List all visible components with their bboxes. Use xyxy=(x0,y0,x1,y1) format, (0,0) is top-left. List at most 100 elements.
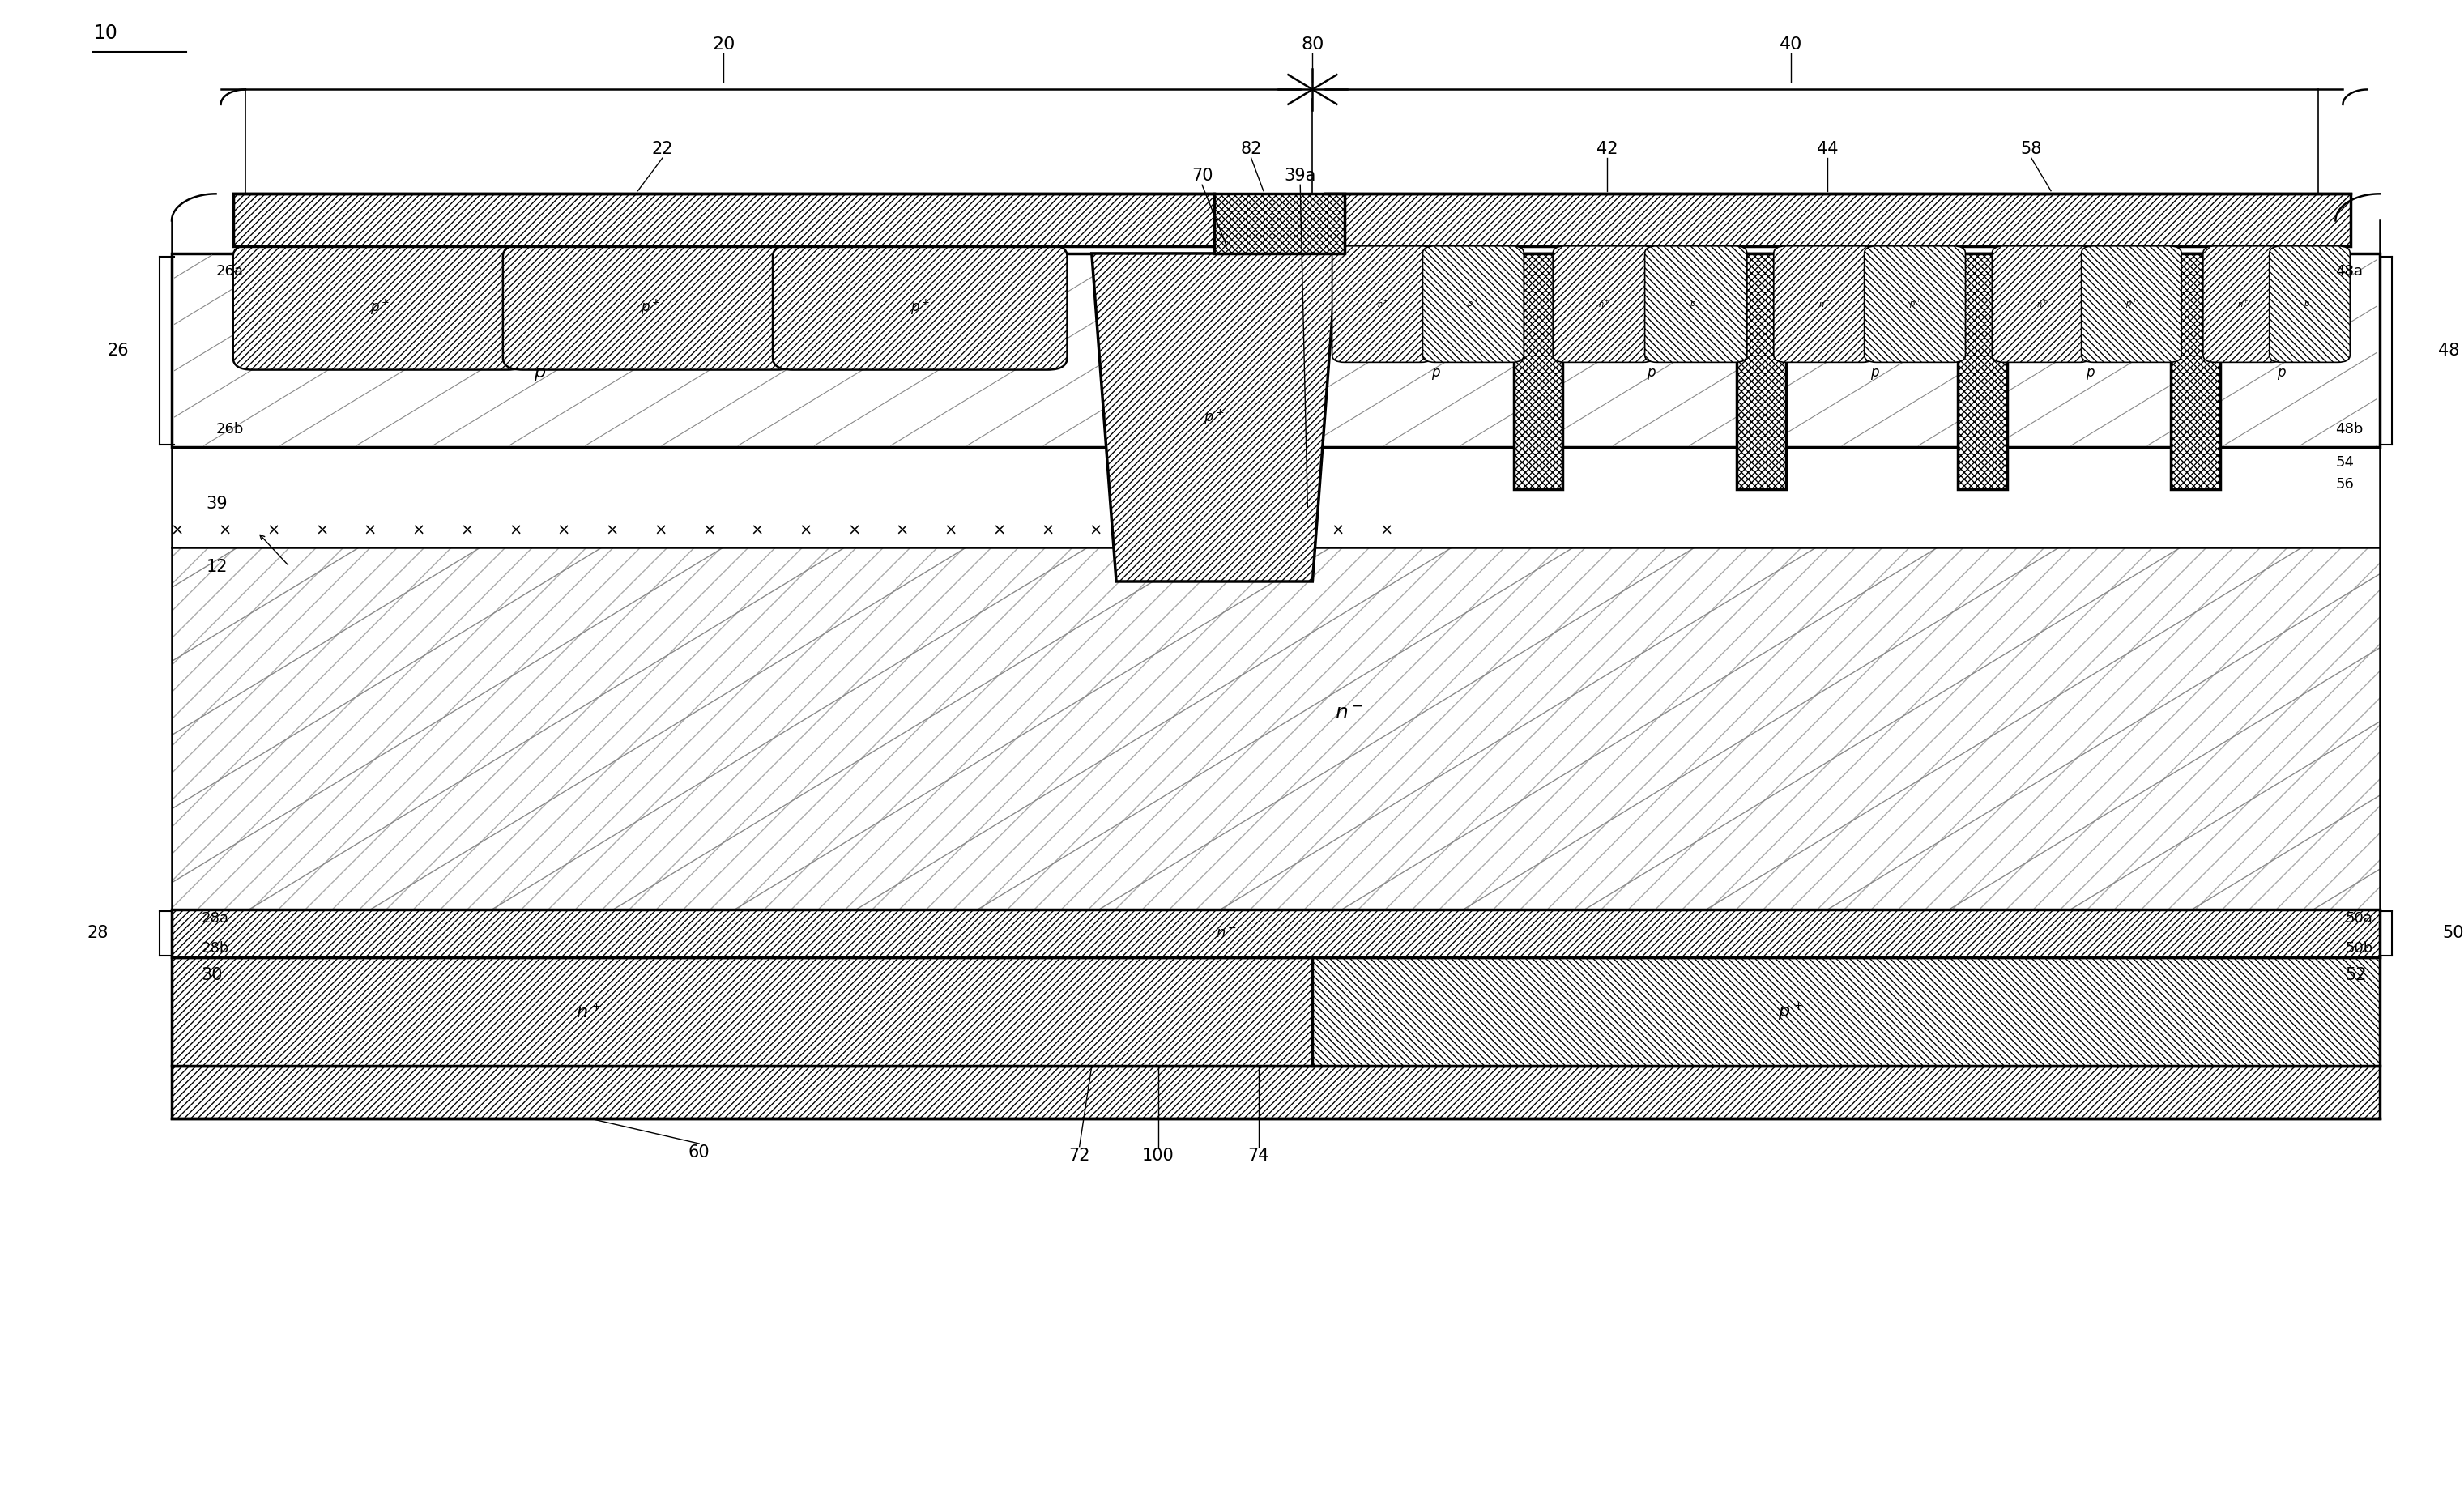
Text: 28b: 28b xyxy=(202,941,229,956)
Bar xyxy=(172,547,2380,910)
Text: $n^+$: $n^+$ xyxy=(2237,298,2250,310)
Text: ×: × xyxy=(752,523,764,538)
Text: 74: 74 xyxy=(1247,1148,1269,1163)
Text: 80: 80 xyxy=(1301,37,1323,52)
Text: ×: × xyxy=(1040,523,1055,538)
Bar xyxy=(1513,253,1562,489)
Text: ×: × xyxy=(897,523,909,538)
Text: ×: × xyxy=(266,523,281,538)
Text: ×: × xyxy=(1138,523,1151,538)
Text: 60: 60 xyxy=(687,1145,710,1160)
Text: ×: × xyxy=(1380,523,1392,538)
Text: 50: 50 xyxy=(2442,926,2464,941)
Text: $p^+$: $p^+$ xyxy=(909,298,929,316)
Text: 70: 70 xyxy=(1193,168,1212,183)
Text: $n^-$: $n^-$ xyxy=(1335,704,1363,723)
Text: 12: 12 xyxy=(207,559,227,574)
Text: ×: × xyxy=(1089,523,1101,538)
Bar xyxy=(172,547,2380,910)
Text: ×: × xyxy=(170,523,182,538)
Text: $n^+$: $n^+$ xyxy=(1599,298,1609,310)
Text: ×: × xyxy=(461,523,473,538)
Bar xyxy=(1959,253,2006,489)
Bar xyxy=(1562,194,1745,253)
Bar xyxy=(1326,194,1520,253)
Text: ×: × xyxy=(557,523,569,538)
Text: $p^+$: $p^+$ xyxy=(1690,298,1703,310)
FancyBboxPatch shape xyxy=(2082,246,2181,362)
FancyBboxPatch shape xyxy=(1865,246,1966,362)
Text: 56: 56 xyxy=(2336,477,2353,492)
Text: 54: 54 xyxy=(2336,455,2353,470)
Text: $p^+$: $p^+$ xyxy=(1466,298,1478,310)
Text: $p^+$: $p^+$ xyxy=(1910,298,1922,310)
Bar xyxy=(1215,194,1345,253)
Text: $n^+$: $n^+$ xyxy=(1377,298,1390,310)
Text: 72: 72 xyxy=(1069,1148,1089,1163)
Bar xyxy=(2001,194,2173,253)
Text: 44: 44 xyxy=(1816,142,1838,157)
Text: ×: × xyxy=(1284,523,1296,538)
Text: 28: 28 xyxy=(86,926,108,941)
FancyBboxPatch shape xyxy=(1333,246,1434,362)
Bar xyxy=(172,253,1313,447)
Text: $n^+$: $n^+$ xyxy=(577,1002,601,1021)
Text: 58: 58 xyxy=(2020,142,2043,157)
Text: 22: 22 xyxy=(650,142,673,157)
Text: ×: × xyxy=(653,523,668,538)
Text: 48b: 48b xyxy=(2336,422,2363,437)
Text: ×: × xyxy=(1331,523,1345,538)
Text: 82: 82 xyxy=(1239,142,1262,157)
FancyBboxPatch shape xyxy=(1646,246,1747,362)
Bar xyxy=(172,957,1313,1066)
Text: 26: 26 xyxy=(106,343,128,358)
Text: p: p xyxy=(1432,365,1439,380)
Text: 50a: 50a xyxy=(2346,911,2373,926)
Text: 10: 10 xyxy=(94,22,118,43)
Text: ×: × xyxy=(219,523,232,538)
Text: 39a: 39a xyxy=(1284,168,1316,183)
FancyBboxPatch shape xyxy=(1991,246,2092,362)
Bar xyxy=(172,513,2380,549)
Text: ×: × xyxy=(365,523,377,538)
Bar xyxy=(1737,253,1786,489)
Text: $n^-$: $n^-$ xyxy=(1217,926,1237,941)
Text: ×: × xyxy=(993,523,1005,538)
Text: $p^+$: $p^+$ xyxy=(370,298,389,316)
FancyBboxPatch shape xyxy=(1422,246,1523,362)
Bar xyxy=(1326,194,2351,246)
Text: $p^+$: $p^+$ xyxy=(2304,298,2316,310)
Text: 100: 100 xyxy=(1141,1148,1173,1163)
FancyBboxPatch shape xyxy=(503,245,798,370)
Text: 48: 48 xyxy=(2437,343,2459,358)
Text: ×: × xyxy=(1185,523,1200,538)
FancyBboxPatch shape xyxy=(234,245,527,370)
FancyBboxPatch shape xyxy=(2269,246,2351,362)
Text: 52: 52 xyxy=(2346,968,2368,983)
Text: 39: 39 xyxy=(207,497,227,511)
Text: 20: 20 xyxy=(712,37,734,52)
Text: p: p xyxy=(535,365,545,380)
Text: $p^+$: $p^+$ xyxy=(1779,1000,1804,1023)
Bar xyxy=(1313,253,2380,447)
Text: ×: × xyxy=(508,523,522,538)
FancyBboxPatch shape xyxy=(2203,246,2284,362)
Text: $n^+$: $n^+$ xyxy=(2035,298,2048,310)
Text: p: p xyxy=(1646,365,1656,380)
Bar xyxy=(172,910,2380,957)
Text: ×: × xyxy=(606,523,618,538)
Text: $p^+$: $p^+$ xyxy=(641,298,660,316)
FancyBboxPatch shape xyxy=(1774,246,1875,362)
Text: ×: × xyxy=(702,523,715,538)
Text: 28a: 28a xyxy=(202,911,229,926)
FancyBboxPatch shape xyxy=(1552,246,1656,362)
Bar xyxy=(2171,253,2220,489)
Bar xyxy=(172,1066,2380,1118)
Text: ×: × xyxy=(848,523,860,538)
Text: ×: × xyxy=(1234,523,1247,538)
Text: ×: × xyxy=(944,523,958,538)
Text: 26b: 26b xyxy=(217,422,244,437)
Text: 26a: 26a xyxy=(217,264,244,279)
Text: $p^+$: $p^+$ xyxy=(2126,298,2136,310)
Text: ×: × xyxy=(798,523,813,538)
